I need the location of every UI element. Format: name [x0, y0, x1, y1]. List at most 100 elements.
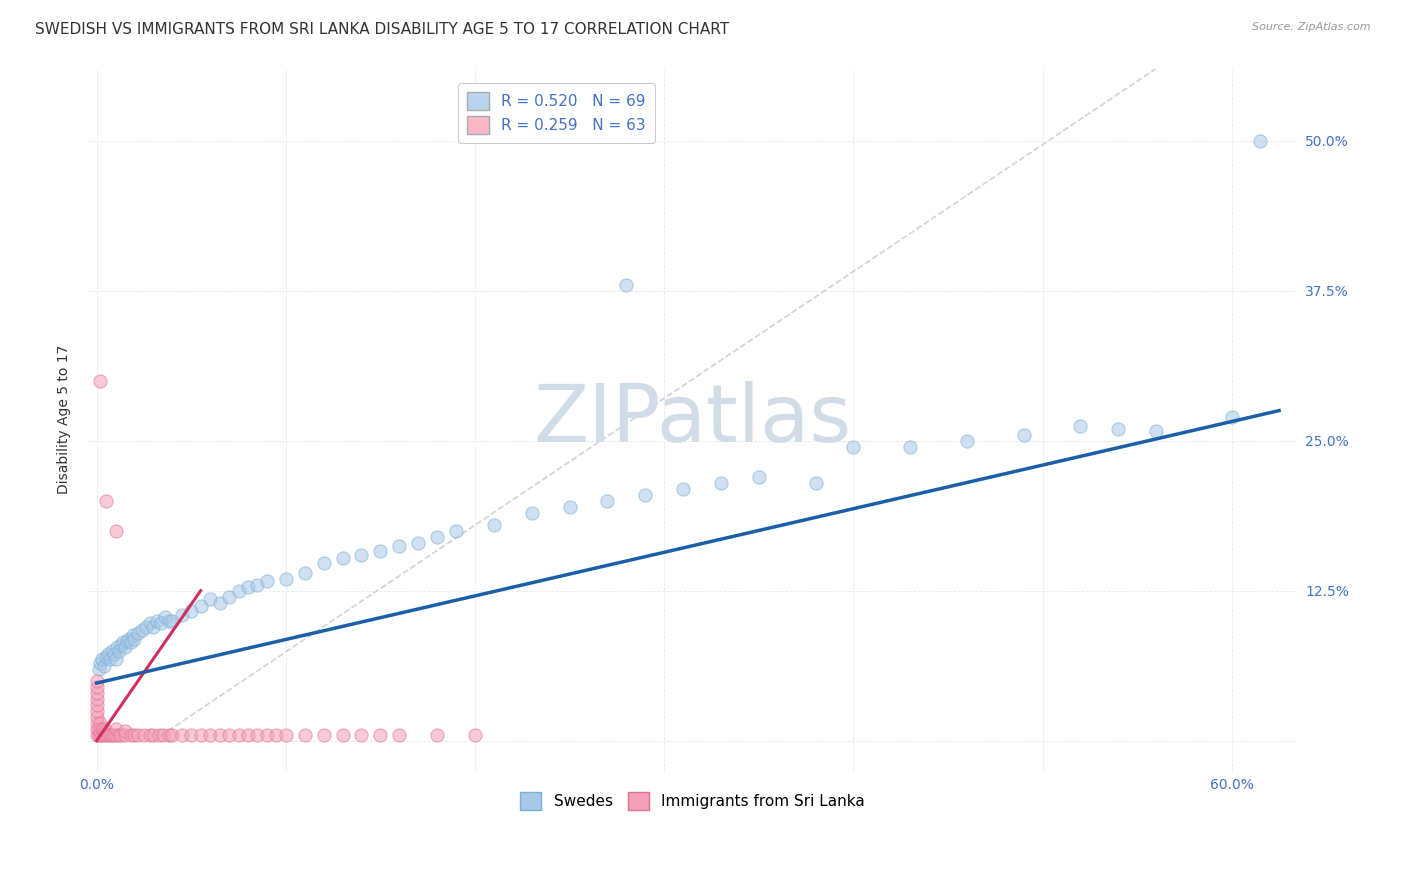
Point [898, 440, 921, 454]
Point [94, 493, 117, 508]
Point [804, 475, 827, 490]
Point [103, 728, 125, 742]
Point [103, 647, 125, 661]
Point [153, 610, 176, 624]
Point [710, 475, 733, 490]
Point [86, 722, 108, 736]
Point [127, 728, 149, 742]
Point [142, 728, 165, 742]
Point [115, 634, 138, 648]
Point [104, 524, 127, 538]
Point [1220, 409, 1243, 424]
Text: ZIPatlas: ZIPatlas [533, 381, 852, 458]
Point [94, 724, 117, 739]
Point [208, 596, 231, 610]
Point [190, 599, 212, 614]
Point [86, 704, 108, 718]
Point [246, 577, 269, 591]
Point [274, 728, 297, 742]
Point [520, 506, 543, 520]
Point [89, 715, 111, 730]
Point [1069, 419, 1091, 434]
Point [114, 728, 136, 742]
Point [131, 624, 153, 638]
Point [97, 728, 120, 742]
Point [89, 656, 111, 670]
Point [236, 580, 259, 594]
Y-axis label: Disability Age 5 to 17: Disability Age 5 to 17 [58, 345, 72, 494]
Point [121, 628, 143, 642]
Point [94, 649, 117, 664]
Point [228, 728, 250, 742]
Point [100, 643, 122, 657]
Point [748, 469, 770, 483]
Point [426, 728, 449, 742]
Point [162, 614, 184, 628]
Point [91, 652, 114, 666]
Point [110, 728, 132, 742]
Point [93, 659, 115, 673]
Point [1144, 424, 1167, 438]
Point [87, 662, 110, 676]
Point [91, 728, 114, 742]
Point [332, 728, 354, 742]
Point [86, 673, 108, 688]
Point [107, 640, 129, 654]
Point [312, 556, 335, 570]
Point [370, 728, 392, 742]
Point [482, 517, 505, 532]
Point [266, 728, 288, 742]
Point [180, 604, 202, 618]
Point [86, 680, 108, 694]
Point [114, 724, 136, 739]
Point [148, 728, 170, 742]
Point [614, 277, 637, 292]
Point [672, 482, 695, 496]
Point [108, 643, 131, 657]
Point [274, 572, 297, 586]
Point [98, 728, 121, 742]
Point [104, 728, 127, 742]
Point [89, 374, 111, 388]
Point [114, 640, 136, 654]
Point [444, 524, 467, 538]
Point [86, 691, 108, 706]
Point [124, 632, 146, 646]
Point [312, 728, 335, 742]
Point [388, 728, 411, 742]
Point [1249, 134, 1271, 148]
Point [294, 728, 316, 742]
Point [170, 607, 193, 622]
Point [104, 722, 127, 736]
Point [162, 728, 184, 742]
Point [236, 728, 259, 742]
Point [406, 535, 429, 549]
Point [97, 647, 120, 661]
Legend: Swedes, Immigrants from Sri Lanka: Swedes, Immigrants from Sri Lanka [513, 786, 872, 815]
Point [108, 728, 131, 742]
Point [198, 728, 221, 742]
Point [370, 544, 392, 558]
Point [124, 728, 146, 742]
Point [100, 728, 122, 742]
Point [426, 530, 449, 544]
Point [142, 620, 165, 634]
Point [190, 728, 212, 742]
Point [170, 728, 193, 742]
Point [246, 728, 269, 742]
Point [138, 615, 160, 630]
Point [86, 686, 108, 700]
Point [1012, 427, 1035, 442]
Point [138, 728, 160, 742]
Point [350, 548, 373, 562]
Point [294, 566, 316, 580]
Point [218, 590, 240, 604]
Point [1107, 421, 1129, 435]
Point [198, 592, 221, 607]
Point [104, 652, 127, 666]
Point [86, 715, 108, 730]
Point [120, 728, 142, 742]
Point [127, 625, 149, 640]
Point [87, 722, 110, 736]
Point [132, 728, 155, 742]
